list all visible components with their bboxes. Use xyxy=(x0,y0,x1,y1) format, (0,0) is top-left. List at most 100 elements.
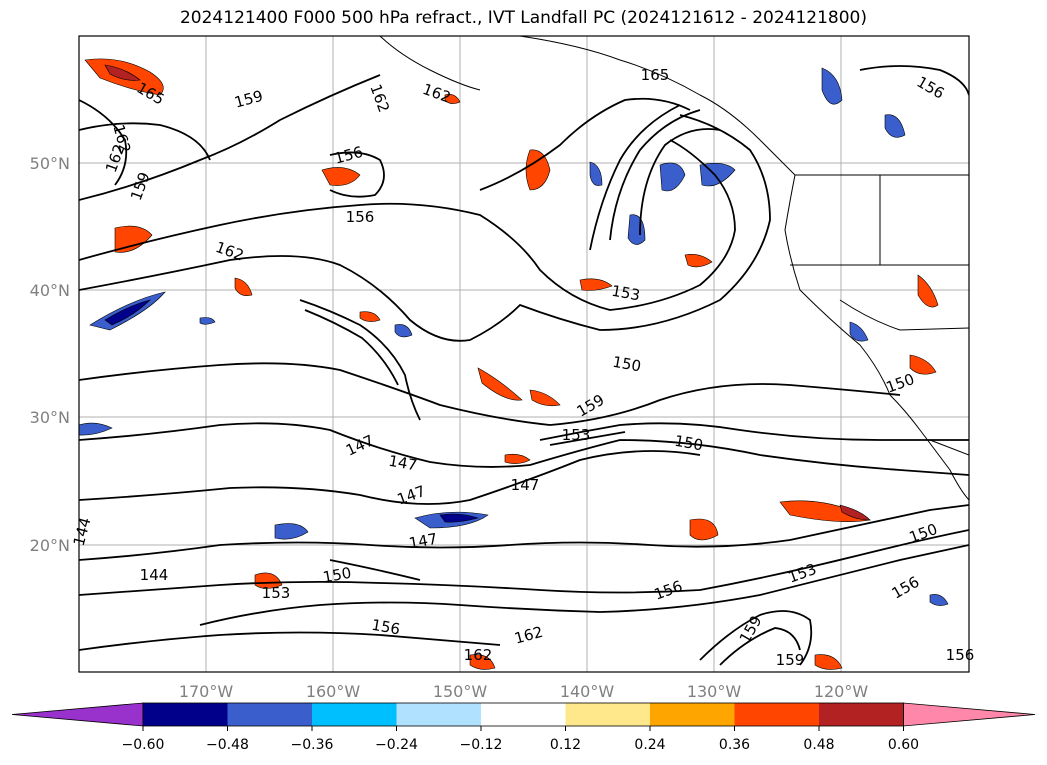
contour-label: 162 xyxy=(464,646,493,664)
lat-label: 30°N xyxy=(30,408,70,427)
colorbar-segment xyxy=(143,703,228,726)
refractivity-contours xyxy=(79,65,969,666)
anomaly-patch xyxy=(469,654,496,670)
contour-line xyxy=(479,97,691,191)
map-title: 2024121400 F000 500 hPa refract., IVT La… xyxy=(179,8,867,28)
contour-line xyxy=(609,109,701,241)
contour-line xyxy=(639,128,721,236)
anomaly-patch xyxy=(359,311,381,322)
contour-label: 150 xyxy=(611,353,642,376)
plot-area xyxy=(79,36,969,672)
anomaly-patch xyxy=(104,299,151,326)
anomaly-patch xyxy=(884,114,906,138)
plot-border xyxy=(78,35,970,673)
contour-line xyxy=(79,139,736,311)
north-america-coast xyxy=(519,36,969,501)
contour-label: 147 xyxy=(407,530,438,553)
contour-line xyxy=(329,151,385,198)
colorbar-extend-max xyxy=(903,702,1036,727)
colorbar-tick-label: 0.60 xyxy=(888,737,919,753)
anomaly-patch xyxy=(504,453,531,464)
contour-line xyxy=(79,362,901,426)
anomaly-patch xyxy=(234,277,253,296)
contour-line xyxy=(699,610,813,666)
lat-label: 50°N xyxy=(30,154,70,173)
contour-label: 156 xyxy=(370,616,401,639)
contour-label: 150 xyxy=(321,564,352,587)
lon-label: 130°W xyxy=(687,682,742,701)
colorbar: −0.60 −0.48 −0.36 −0.24 −0.12 0.12 0.24 0.36 0.4… xyxy=(11,702,1036,753)
contour-label: 153 xyxy=(562,426,591,444)
contour-line xyxy=(79,422,969,476)
anomaly-patch xyxy=(114,225,153,253)
contour-line xyxy=(719,627,801,666)
anomaly-patch xyxy=(529,389,561,407)
anomaly-patch xyxy=(274,523,309,540)
anomaly-patch xyxy=(444,94,461,104)
gridlines xyxy=(79,36,969,672)
colorbar-segment xyxy=(481,703,566,726)
anomaly-patch xyxy=(917,274,939,308)
lat-label: 20°N xyxy=(30,536,70,555)
anomaly-patch xyxy=(589,161,603,186)
contour-line xyxy=(79,99,128,186)
colorbar-tick-label: 0.36 xyxy=(719,737,750,753)
contour-label: 156 xyxy=(946,646,975,664)
anomaly-patch xyxy=(79,422,113,436)
contour-line xyxy=(329,559,421,581)
anomaly-patch xyxy=(439,513,480,523)
anomaly-patch xyxy=(477,367,523,401)
lon-label: 160°W xyxy=(306,682,361,701)
colorbar-segment xyxy=(396,703,481,726)
contour-line xyxy=(549,431,626,446)
contour-line xyxy=(304,309,399,386)
contour-line xyxy=(859,65,969,96)
lon-label: 140°W xyxy=(560,682,615,701)
anomaly-patch xyxy=(525,149,551,191)
anomaly-patch xyxy=(814,654,843,670)
contour-line xyxy=(79,529,969,596)
contour-line xyxy=(199,544,969,626)
colorbar-tick-label: −0.48 xyxy=(206,737,249,753)
contour-label: 159 xyxy=(776,651,805,669)
contour-line xyxy=(79,122,211,161)
contour-label: 153 xyxy=(610,282,641,305)
latitude-labels: 50°N 40°N 30°N 20°N xyxy=(30,154,70,555)
colorbar-segment xyxy=(227,703,312,726)
anomaly-patch xyxy=(684,254,713,268)
longitude-labels: 170°W 160°W 150°W 140°W 130°W 120°W xyxy=(179,682,869,701)
colorbar-segment xyxy=(819,703,904,726)
contour-line xyxy=(589,104,681,251)
anomaly-patch xyxy=(909,354,937,375)
contour-line xyxy=(79,631,501,651)
contour-label: 156 xyxy=(346,208,375,226)
anomaly-patch xyxy=(839,504,871,521)
anomaly-patch xyxy=(394,324,413,338)
contour-line xyxy=(79,450,701,505)
anomaly-patch xyxy=(849,321,869,342)
contour-line xyxy=(79,504,969,561)
contour-label: 165 xyxy=(641,66,670,84)
contour-line xyxy=(79,114,771,342)
contour-label: 147 xyxy=(511,476,540,494)
colorbar-tick-label: −0.60 xyxy=(122,737,165,753)
contour-label: 150 xyxy=(673,432,704,455)
anomaly-patch xyxy=(929,594,949,606)
colorbar-tick-label: 0.24 xyxy=(634,737,665,753)
colorbar-segment xyxy=(312,703,397,726)
contour-label: 153 xyxy=(262,584,291,602)
colorbar-border xyxy=(142,702,904,727)
anomaly-patch xyxy=(104,64,141,81)
colorbar-segment xyxy=(565,703,650,726)
coastlines xyxy=(379,36,969,501)
colorbar-extend-min xyxy=(11,702,144,727)
contour-line xyxy=(299,299,421,421)
contour-label: 144 xyxy=(140,566,169,584)
lon-label: 120°W xyxy=(814,682,869,701)
colorbar-tick-label: −0.36 xyxy=(291,737,334,753)
anomaly-patch xyxy=(821,67,843,105)
contour-line xyxy=(79,74,381,201)
refractivity-anomaly-fills xyxy=(79,58,949,670)
us-mexico-border xyxy=(929,439,969,456)
